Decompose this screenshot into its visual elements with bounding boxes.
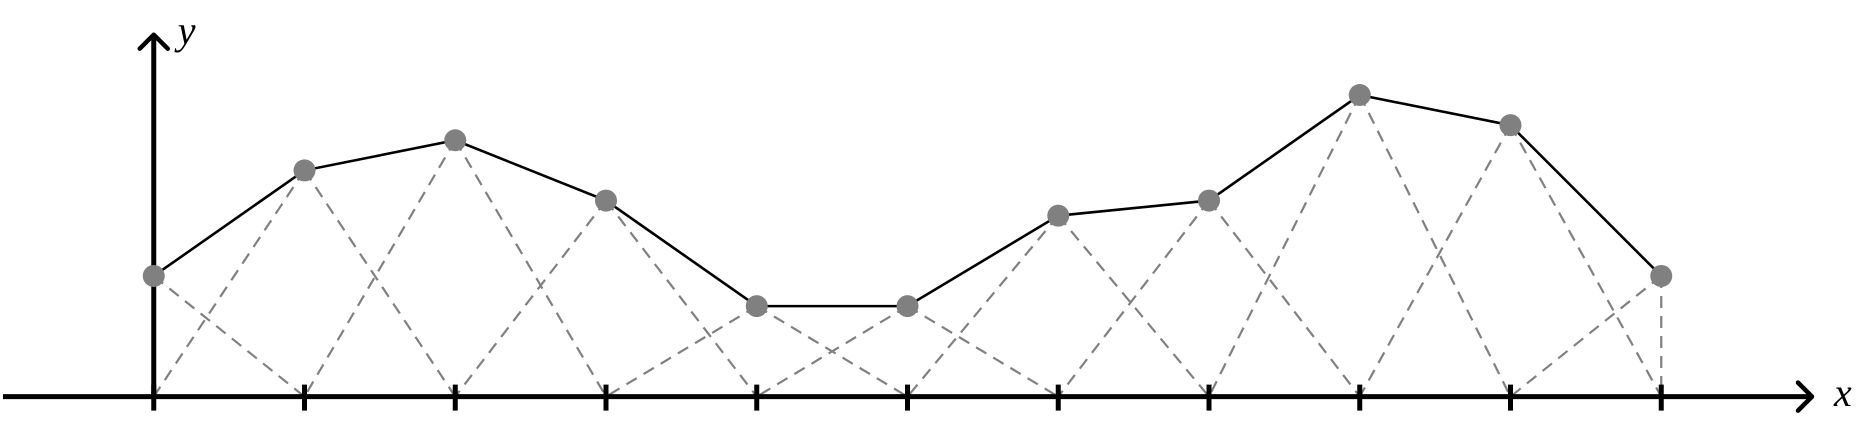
basis-line xyxy=(1358,94,1512,398)
basis-line xyxy=(153,275,306,398)
basis-line xyxy=(454,199,607,398)
point xyxy=(1047,204,1070,227)
basis-line xyxy=(605,199,758,398)
basis-line xyxy=(1208,94,1361,398)
basis-line xyxy=(1509,124,1663,398)
basis-line xyxy=(906,214,1060,398)
basis-line xyxy=(1057,199,1210,398)
basis-functions xyxy=(152,94,1663,398)
basis-line xyxy=(454,139,607,398)
point xyxy=(896,295,919,318)
point xyxy=(1198,189,1220,212)
point xyxy=(745,295,768,318)
basis-line xyxy=(303,169,457,398)
points xyxy=(142,84,1673,318)
point xyxy=(293,159,316,182)
basis-line xyxy=(906,305,1059,398)
basis-line xyxy=(605,305,758,398)
interpolant xyxy=(153,93,1663,308)
x-axis-label: x xyxy=(1833,370,1852,415)
point xyxy=(1348,84,1371,107)
y-axis-label: y xyxy=(174,8,196,53)
point xyxy=(1499,114,1522,137)
point xyxy=(1650,264,1673,287)
basis-line xyxy=(1057,214,1210,398)
point xyxy=(444,129,467,152)
point xyxy=(142,264,165,287)
basis-line xyxy=(1208,199,1361,398)
axes xyxy=(3,32,1815,413)
basis-line xyxy=(1509,275,1662,398)
y-axis-arrow xyxy=(137,32,170,51)
x-axis-arrow xyxy=(1795,380,1815,413)
line xyxy=(153,93,1663,308)
basis-line xyxy=(1358,124,1512,398)
basis-line xyxy=(303,139,457,398)
basis-line xyxy=(756,305,909,398)
point xyxy=(595,189,617,212)
basis-line xyxy=(152,169,306,398)
